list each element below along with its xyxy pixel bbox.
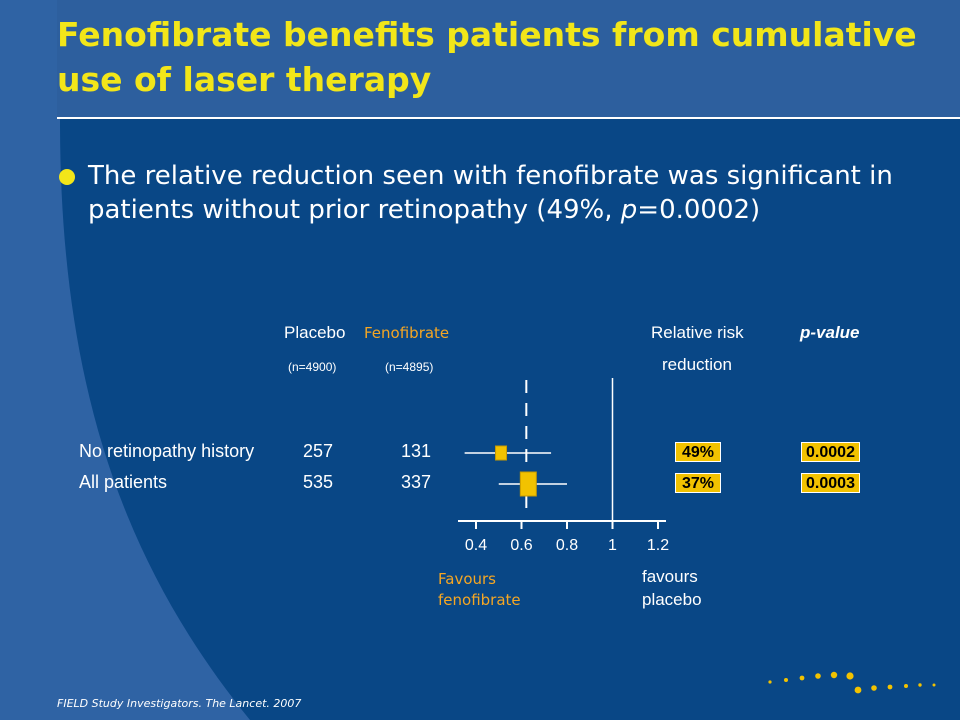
title-underline bbox=[57, 117, 960, 119]
x-tick-label: 0.8 bbox=[556, 537, 578, 554]
bullet-text-p: p bbox=[620, 195, 638, 225]
x-tick-label: 1.2 bbox=[647, 537, 669, 554]
left-curve-panel bbox=[0, 0, 250, 720]
fenofibrate-n: (n=4895) bbox=[385, 360, 434, 374]
pvalue-header: p-value bbox=[800, 323, 860, 342]
row-placebo: 535 bbox=[303, 472, 334, 492]
rrr-badge: 37% bbox=[675, 473, 721, 493]
placebo-header: Placebo bbox=[284, 323, 346, 342]
row-placebo: 257 bbox=[303, 441, 334, 461]
footnote: FIELD Study Investigators. The Lancet. 2… bbox=[57, 697, 302, 710]
favours-placebo-line1: favours bbox=[642, 567, 698, 586]
x-tick-label: 0.4 bbox=[465, 537, 487, 554]
row-label: No retinopathy history bbox=[79, 441, 255, 461]
x-tick-label: 1 bbox=[608, 537, 617, 554]
x-tick-label: 0.6 bbox=[510, 537, 532, 554]
favours-fenofibrate-line1: Favours bbox=[438, 570, 496, 588]
favours-placebo-line2: placebo bbox=[642, 590, 702, 609]
favours-fenofibrate-line2: fenofibrate bbox=[438, 591, 521, 609]
point-estimate-marker bbox=[495, 445, 508, 461]
rrr-badge: 49% bbox=[675, 442, 721, 462]
rrr-header-line1: Relative risk bbox=[651, 323, 744, 342]
row-fenofibrate: 337 bbox=[401, 472, 432, 492]
row-fenofibrate: 131 bbox=[401, 441, 432, 461]
row-label: All patients bbox=[79, 472, 168, 492]
rrr-header-line2: reduction bbox=[662, 355, 732, 374]
bullet-text-pre: The relative reduction seen with fenofib… bbox=[88, 161, 893, 225]
pvalue-badge: 0.0002 bbox=[801, 442, 860, 462]
placebo-n: (n=4900) bbox=[288, 360, 337, 374]
bullet-text-post: =0.0002) bbox=[637, 195, 761, 225]
fenofibrate-header: Fenofibrate bbox=[364, 324, 450, 342]
point-estimate-marker bbox=[519, 471, 537, 497]
slide-title: Fenofibrate benefits patients from cumul… bbox=[57, 15, 917, 99]
title-band bbox=[57, 0, 960, 117]
decorative-dots bbox=[768, 671, 936, 694]
bullet-text: The relative reduction seen with fenofib… bbox=[88, 159, 908, 227]
pvalue-badge: 0.0003 bbox=[801, 473, 860, 493]
bullet-icon bbox=[59, 169, 75, 185]
